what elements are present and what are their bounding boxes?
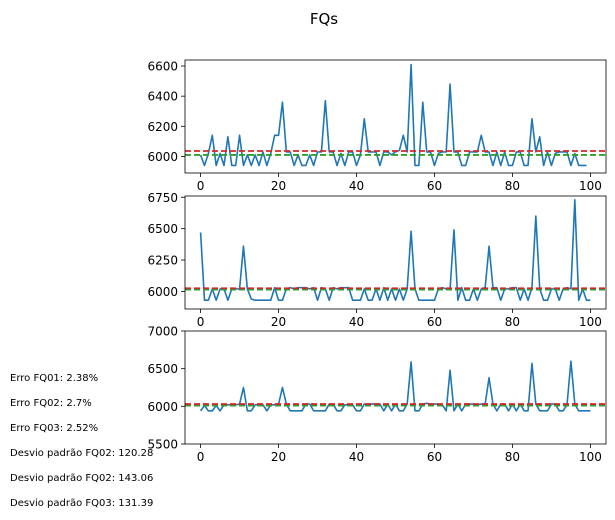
y-tick-label: 7000: [147, 325, 178, 339]
x-tick-label: 0: [197, 179, 205, 193]
subplot-3: 0 20 40 60 80 100 5500 6000 6500 7000: [147, 325, 607, 464]
subplot-1: 0 20 40 60 80 100 6000 6200 6400 6600: [147, 59, 607, 193]
y-tick-label: 6400: [147, 90, 178, 104]
y-tick-label: 6750: [147, 191, 178, 205]
y-tick-label: 6000: [147, 150, 178, 164]
x-tick-label: 0: [197, 450, 205, 464]
error-fq01-note: Erro FQ01: 2.38%: [10, 373, 99, 384]
x-tick-label: 20: [271, 450, 286, 464]
x-tick-label: 80: [505, 315, 520, 329]
std-fq03-note: Desvio padrão FQ03: 131.39: [10, 498, 154, 509]
chart-title: FQs: [310, 10, 338, 28]
x-tick-label: 20: [271, 179, 286, 193]
y-tick-label: 6500: [147, 362, 178, 376]
series-line-2: [199, 198, 591, 302]
axes-frame: [184, 195, 607, 310]
y-tick-label: 6500: [147, 222, 178, 236]
y-tick-label: 6250: [147, 254, 178, 268]
x-tick-label: 80: [505, 450, 520, 464]
x-tick-label: 40: [349, 450, 364, 464]
error-fq02-note: Erro FQ02: 2.7%: [10, 398, 92, 409]
y-tick-label: 6000: [147, 400, 178, 414]
std-fq02-note-b: Desvio padrão FQ02: 143.06: [10, 473, 154, 484]
y-tick-label: 5500: [147, 438, 178, 452]
y-tick-label: 6600: [147, 60, 178, 74]
std-fq02-note-a: Desvio padrão FQ02: 120.28: [10, 448, 154, 459]
y-tick-label: 6000: [147, 285, 178, 299]
x-tick-label: 40: [349, 315, 364, 329]
x-tick-label: 60: [427, 450, 442, 464]
subplot-2: 0 20 40 60 80 100 6000 6250 6500 6750: [147, 191, 607, 329]
x-tick-label: 80: [505, 179, 520, 193]
x-tick-label: 0: [197, 315, 205, 329]
axes-frame: [184, 59, 607, 174]
x-tick-label: 100: [579, 315, 602, 329]
y-tick-label: 6200: [147, 120, 178, 134]
x-tick-label: 100: [579, 450, 602, 464]
x-tick-label: 60: [427, 179, 442, 193]
subplots: 0 20 40 60 80 100 6000 6200 6400 6600 0 20 40 60 80 100…: [147, 59, 607, 464]
x-tick-label: 60: [427, 315, 442, 329]
axes-frame: [184, 330, 607, 445]
x-tick-label: 100: [579, 179, 602, 193]
series-line-1: [199, 63, 587, 167]
error-fq03-note: Erro FQ03: 2.52%: [10, 423, 99, 434]
x-tick-label: 20: [271, 315, 286, 329]
x-tick-label: 40: [349, 179, 364, 193]
